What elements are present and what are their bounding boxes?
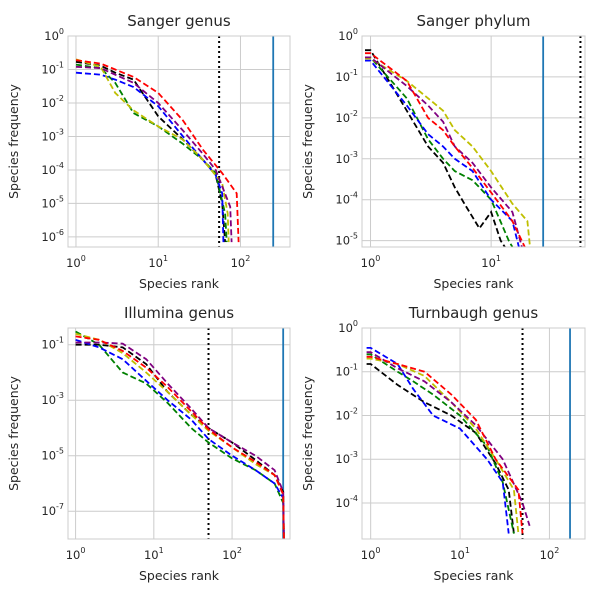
tick-label: 100: [361, 546, 381, 562]
series-line: [365, 56, 514, 247]
chart-title: Illumina genus: [124, 304, 234, 322]
plot-area: [75, 36, 275, 247]
chart-title: Sanger phylum: [416, 12, 530, 30]
series-line: [365, 57, 531, 247]
chart-panel-4: 100 101 102 10-4 10-3 10-2 10-1 100 Turnbaugh ge…: [300, 304, 586, 583]
chart-panel-3: 100 101 102 10-7 10-5 10-3 10-1 Illumina genus S…: [6, 304, 291, 583]
tick-label: 10-5: [335, 232, 358, 248]
series-line: [365, 56, 523, 247]
tick-label: 10-2: [335, 406, 358, 422]
tick-label: 10-3: [335, 150, 358, 166]
chart-title: Sanger genus: [127, 12, 231, 30]
series-line: [366, 353, 515, 534]
tick-label: 10-2: [41, 94, 64, 110]
x-axis-label: Species rank: [139, 276, 220, 291]
tick-label: 100: [338, 27, 358, 43]
series-line: [366, 357, 520, 534]
series-line: [365, 59, 520, 247]
y-axis-label: Species frequency: [300, 376, 315, 491]
tick-label: 100: [44, 27, 64, 43]
chart-panel-2: 100 101 10-5 10-4 10-3 10-2 10-1 100 Sanger phyl…: [300, 12, 586, 291]
series-line: [366, 355, 524, 534]
series-line: [75, 338, 285, 539]
series-line: [366, 351, 531, 527]
y-axis-label: Species frequency: [300, 84, 315, 199]
plot-frame: [67, 35, 291, 248]
series-line: [75, 335, 285, 539]
series-line: [75, 58, 230, 243]
plot-area: [366, 328, 571, 539]
tick-label: 10-1: [335, 363, 358, 379]
tick-label: 10-6: [41, 228, 64, 244]
tick-label: 102: [222, 546, 242, 562]
plot-area: [365, 36, 582, 247]
series-line: [75, 59, 240, 243]
tick-label: 10-3: [41, 391, 64, 407]
series-line: [75, 63, 228, 243]
tick-label: 100: [361, 254, 381, 270]
x-axis-label: Species rank: [139, 568, 220, 583]
tick-label: 100: [66, 254, 86, 270]
tick-label: 10-4: [335, 494, 358, 510]
plot-area: [75, 328, 285, 539]
plot-frame: [67, 327, 291, 540]
tick-label: 10-5: [41, 194, 64, 210]
tick-label: 10-1: [41, 336, 64, 352]
series-line: [75, 343, 285, 539]
tick-label: 10-5: [41, 447, 64, 463]
tick-label: 101: [148, 254, 168, 270]
series-line: [75, 65, 233, 243]
tick-label: 10-4: [41, 161, 64, 177]
chart-panel-1: 100 101 102 10-6 10-5 10-4 10-3 10-2 10-1 100 Sang…: [6, 12, 291, 291]
tick-label: 10-7: [41, 502, 64, 518]
tick-label: 100: [66, 546, 86, 562]
y-axis-label: Species frequency: [6, 84, 21, 199]
series-line: [366, 363, 515, 534]
tick-label: 101: [481, 254, 501, 270]
tick-label: 10-1: [41, 60, 64, 76]
plot-frame: [361, 35, 586, 248]
tick-label: 100: [338, 319, 358, 335]
tick-label: 10-4: [335, 191, 358, 207]
tick-label: 10-3: [41, 127, 64, 143]
chart-title: Turnbaugh genus: [408, 304, 539, 322]
plot-frame: [361, 327, 586, 540]
tick-label: 10-3: [335, 450, 358, 466]
y-axis-label: Species frequency: [6, 376, 21, 491]
tick-label: 102: [540, 546, 560, 562]
x-axis-label: Species rank: [433, 568, 514, 583]
x-axis-label: Species rank: [433, 276, 514, 291]
series-line: [365, 49, 506, 247]
series-line: [75, 332, 285, 539]
tick-label: 10-2: [335, 109, 358, 125]
series-line: [366, 347, 510, 534]
series-line: [75, 330, 285, 539]
tick-label: 101: [450, 546, 470, 562]
series-line: [75, 341, 285, 539]
tick-label: 10-1: [335, 68, 358, 84]
series-line: [75, 71, 225, 243]
tick-label: 101: [144, 546, 164, 562]
series-line: [365, 52, 526, 247]
tick-label: 102: [231, 254, 251, 270]
